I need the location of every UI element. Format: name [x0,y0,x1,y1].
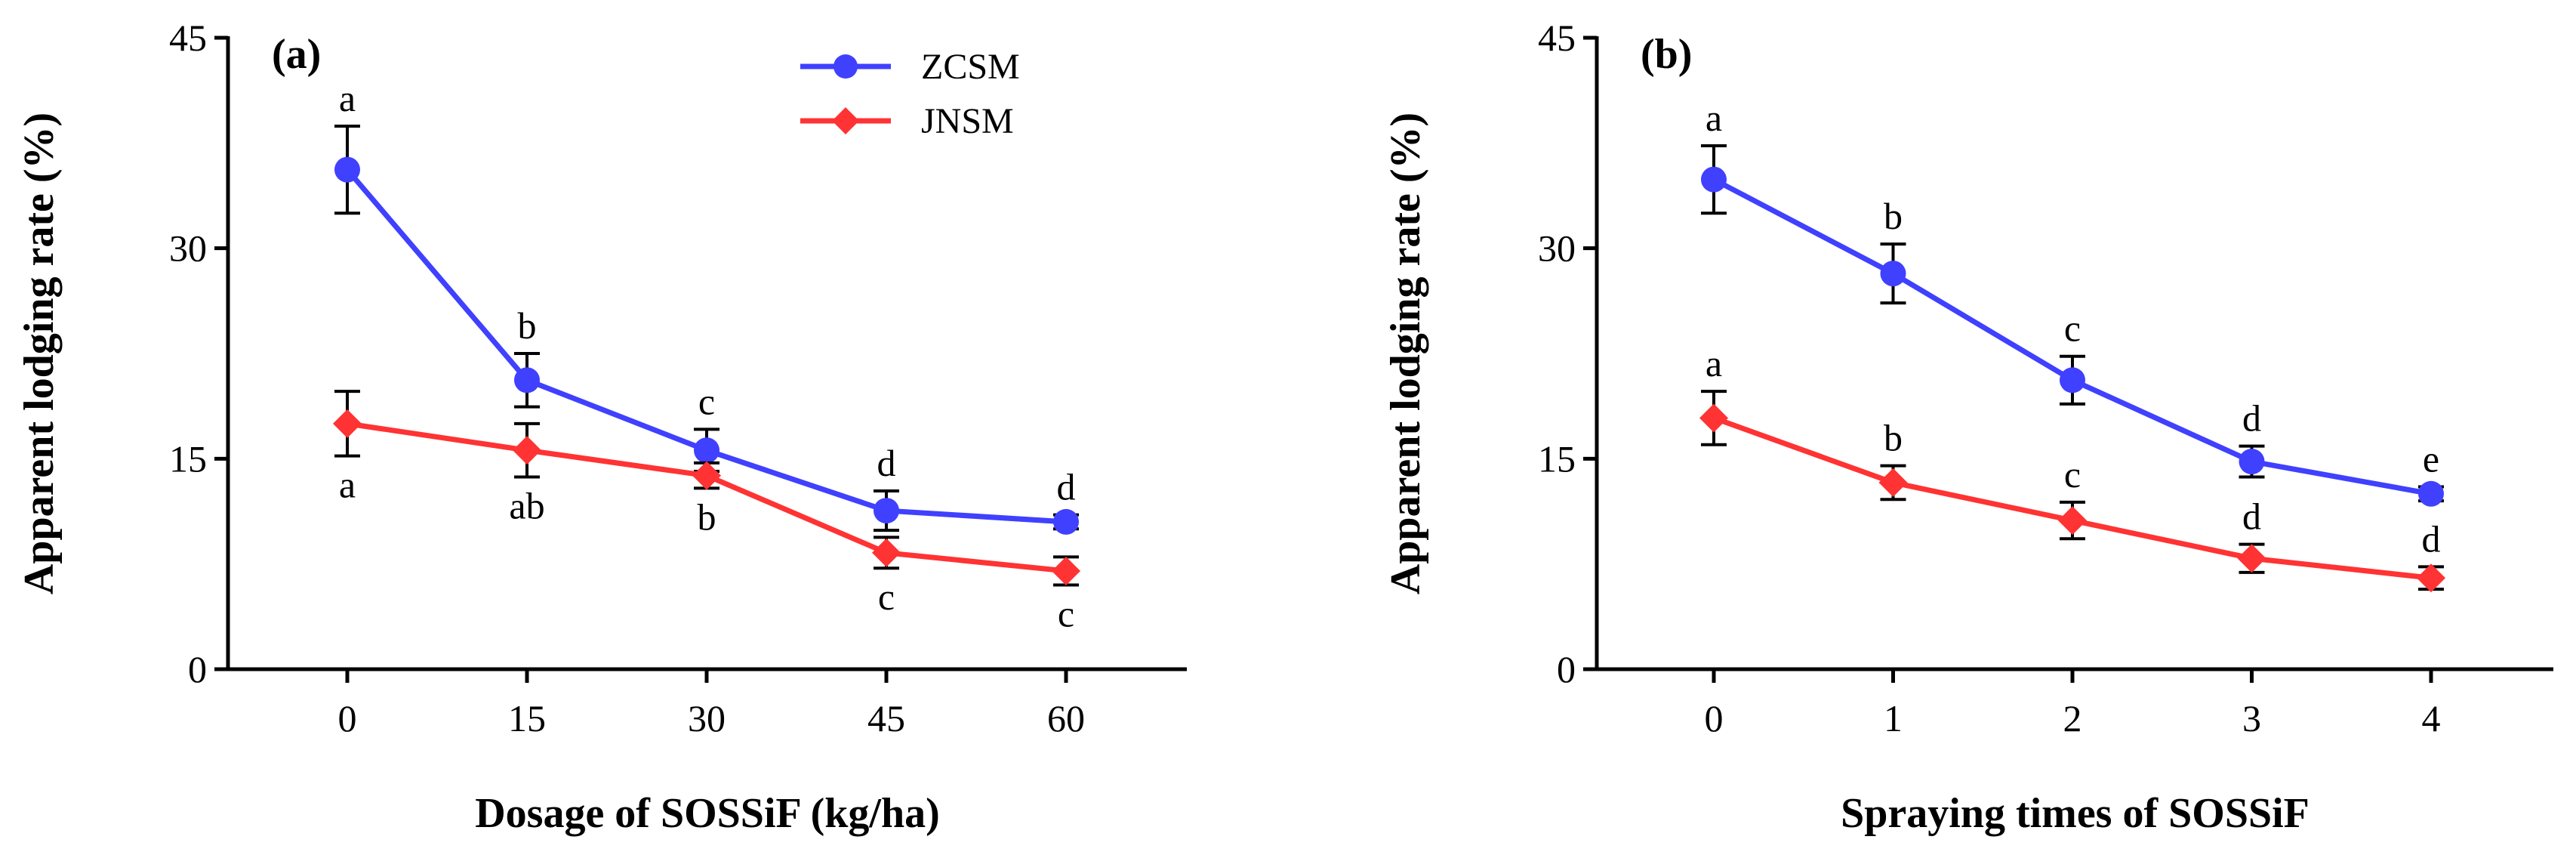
y-axis-title: Apparent lodging rate (%) [16,113,63,594]
legend-marker [834,54,858,79]
significance-label: c [698,380,715,422]
significance-label: c [1058,593,1074,635]
significance-label: c [2064,307,2081,350]
panel-label: (b) [1641,31,1692,78]
data-point [514,367,540,394]
chart-panel-a: 0 15 30 45 0 15 30 45 60 Dosage of SOSSiF (kg/ha)… [16,17,1187,837]
x-tick-label: 4 [2422,697,2441,739]
x-tick-label: 2 [2063,697,2082,739]
significance-label: c [2064,453,2081,495]
significance-label: c [878,576,895,618]
series-jnsm: a ab b c c [333,390,1080,635]
chart-panel-b: 0 15 30 45 0 1 2 3 4 Spraying times of SOSSiF Appa… [1382,17,2553,837]
significance-label: a [339,77,356,119]
data-point [1878,468,1908,497]
significance-label: d [2242,397,2261,440]
x-axis-title: Spraying times of SOSSiF [1841,790,2309,837]
x-tick-label: 30 [688,697,726,739]
data-point [1699,403,1728,433]
series-zcsm: a b c d e [1701,97,2444,507]
data-point [692,461,721,490]
series-jnsm: a b c d d [1699,342,2445,593]
significance-label: a [1706,342,1722,384]
data-point [872,538,901,567]
y-tick-label: 15 [169,437,207,480]
data-point [1880,261,1906,287]
significance-label: b [518,304,537,347]
data-point [874,498,899,524]
data-point [333,409,362,438]
significance-label: d [2422,517,2441,560]
y-tick-label: 30 [1538,227,1576,270]
x-tick-label: 60 [1047,697,1085,739]
data-point [2239,449,2265,475]
legend-marker [832,107,859,134]
significance-label: b [698,495,716,538]
data-point [694,437,719,464]
data-point [2417,563,2445,593]
legend-label: ZCSM [921,47,1020,87]
y-tick-label: 45 [169,17,207,59]
data-point [1053,508,1079,535]
significance-label: d [877,442,896,484]
x-tick-label: 0 [338,697,357,739]
data-point [2058,506,2087,536]
significance-label: a [339,464,356,506]
x-tick-label: 45 [867,697,905,739]
legend: ZCSM JNSM [800,47,1020,141]
data-point [1701,166,1727,193]
y-axis-title: Apparent lodging rate (%) [1382,113,1429,594]
panel-label: (a) [272,31,321,78]
legend-label: JNSM [921,101,1014,141]
significance-label: ab [509,484,544,526]
data-point [2418,480,2444,507]
significance-label: a [1706,97,1722,139]
x-axis-title: Dosage of SOSSiF (kg/ha) [475,790,940,837]
x-tick-label: 15 [508,697,546,739]
series-line [1712,415,2432,581]
significance-label: d [2242,495,2261,538]
data-point [2060,367,2085,394]
data-point [334,156,360,183]
y-tick-label: 0 [1557,648,1576,690]
data-point [2237,544,2266,573]
y-tick-label: 0 [188,648,207,690]
data-point [513,436,541,465]
significance-label: b [1884,195,1903,237]
y-tick-label: 45 [1538,17,1576,59]
y-tick-label: 15 [1538,437,1576,480]
significance-label: d [1057,466,1076,508]
x-tick-label: 1 [1884,697,1903,739]
significance-label: e [2423,437,2439,480]
data-point [1052,556,1080,585]
y-tick-label: 30 [169,227,207,270]
x-tick-label: 3 [2242,697,2261,739]
x-tick-label: 0 [1705,697,1724,739]
significance-label: b [1884,417,1903,459]
